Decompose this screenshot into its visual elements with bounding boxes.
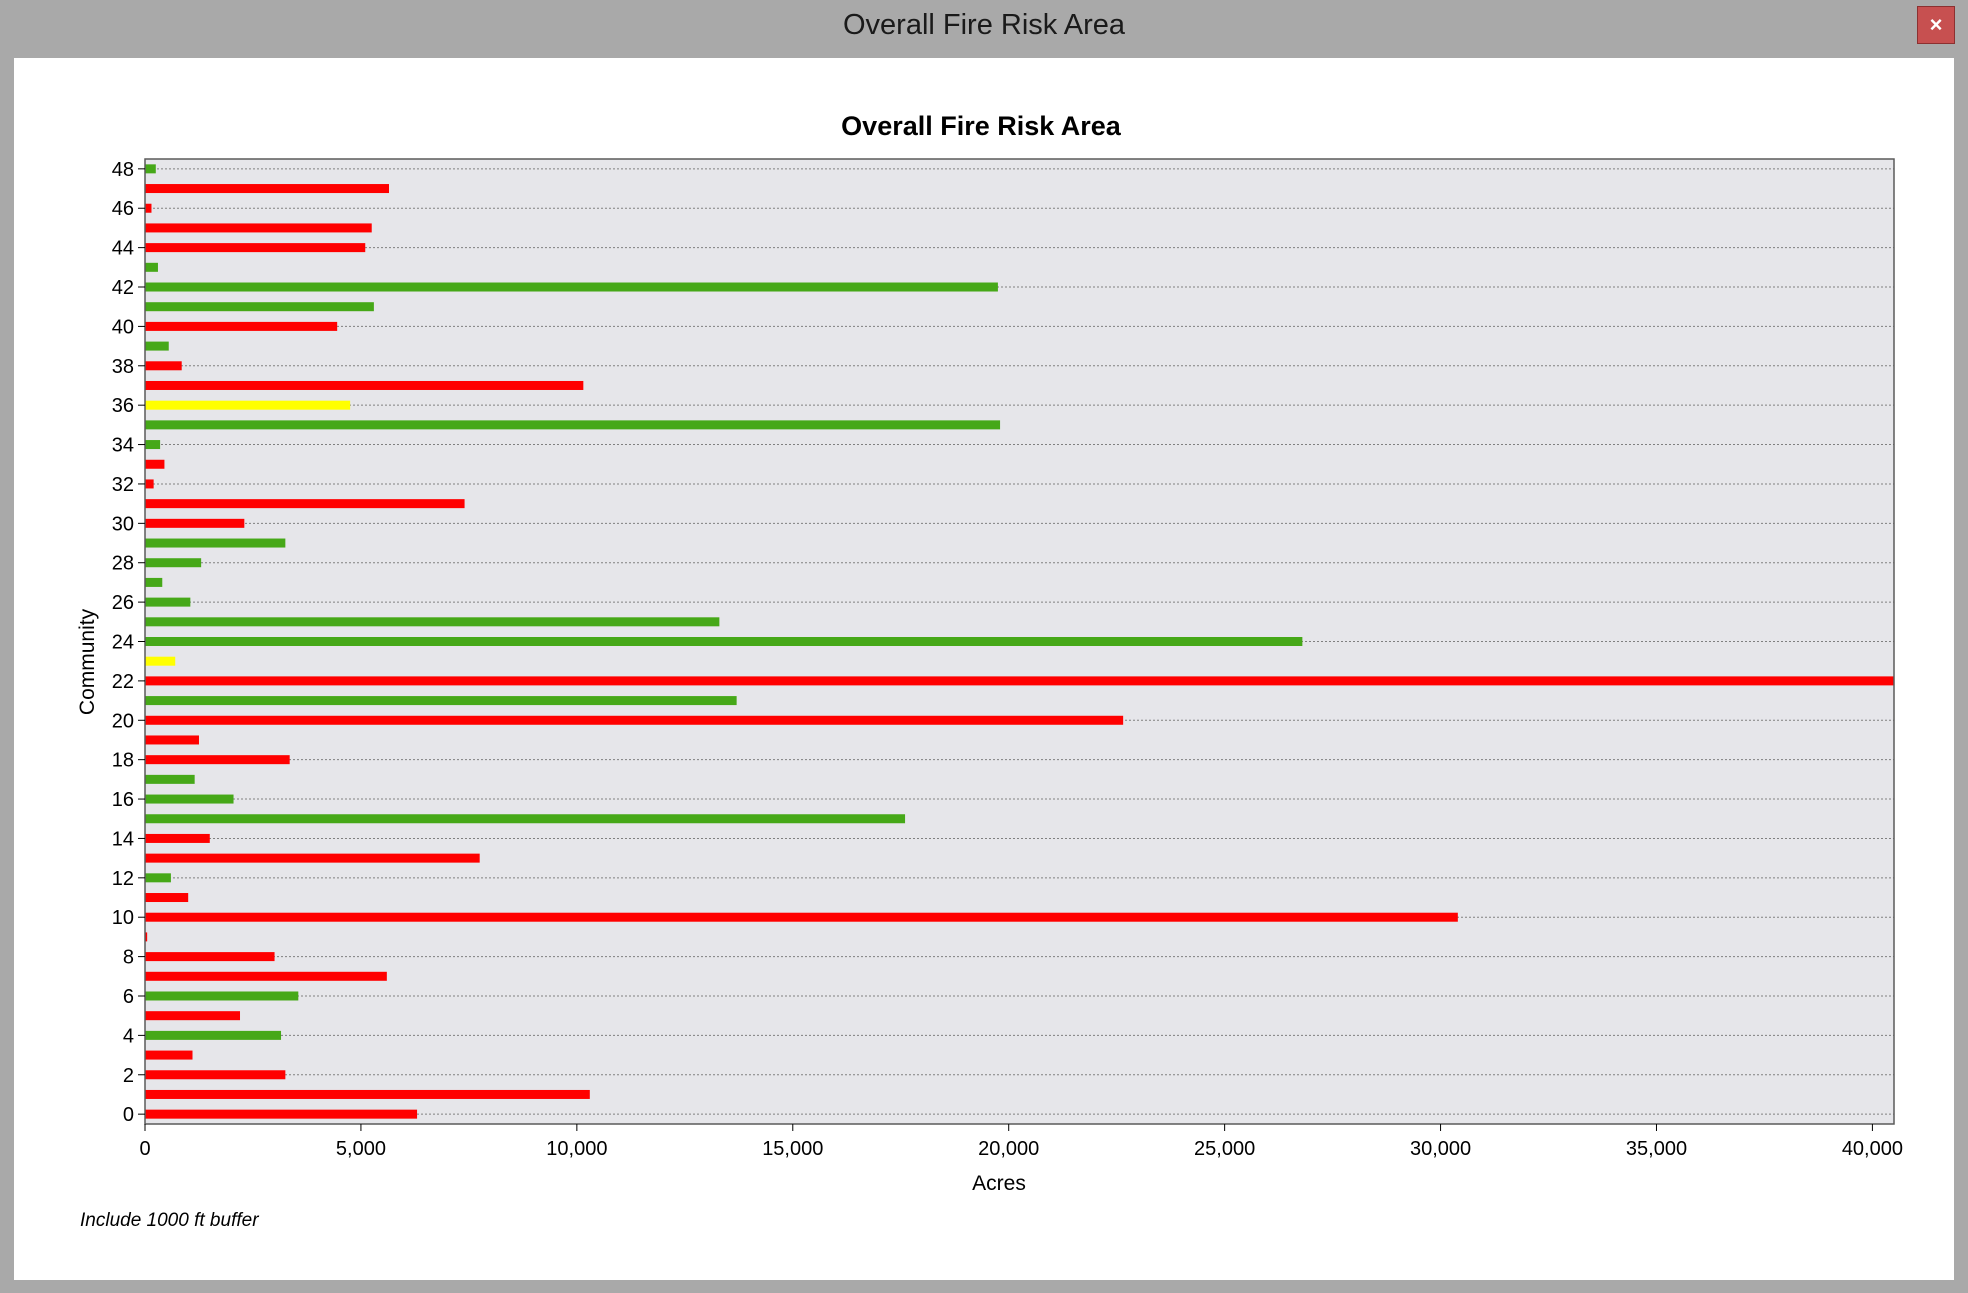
y-tick-label: 6 bbox=[123, 986, 134, 1008]
bar-community-25 bbox=[145, 617, 720, 627]
plot-area: 0246810121416182022242628303234363840424… bbox=[112, 158, 1903, 1160]
window-title: Overall Fire Risk Area bbox=[842, 9, 1125, 41]
bar-community-45 bbox=[145, 223, 372, 233]
bar-community-24 bbox=[145, 637, 1303, 646]
close-icon: × bbox=[1929, 12, 1943, 37]
bar-community-18 bbox=[145, 755, 290, 765]
bar-community-27 bbox=[145, 577, 163, 587]
close-button[interactable]: × bbox=[1917, 6, 1955, 44]
y-tick-label: 16 bbox=[112, 789, 134, 811]
bar-community-17 bbox=[145, 774, 195, 784]
bar-community-5 bbox=[145, 1011, 241, 1021]
y-tick-label: 10 bbox=[112, 907, 134, 929]
bar-chart: Overall Fire Risk Area 02468101214161820… bbox=[76, 111, 1903, 1231]
x-tick-label: 10,000 bbox=[546, 1138, 607, 1160]
bar-community-11 bbox=[145, 893, 189, 903]
bar-community-20 bbox=[145, 715, 1124, 725]
y-axis-label: Community bbox=[76, 608, 99, 715]
bar-community-48 bbox=[145, 164, 156, 174]
y-tick-label: 44 bbox=[112, 238, 134, 260]
bar-community-23 bbox=[145, 656, 176, 666]
y-tick-label: 32 bbox=[112, 474, 134, 496]
bar-community-3 bbox=[145, 1050, 193, 1060]
y-tick-label: 28 bbox=[112, 553, 134, 575]
bar-community-14 bbox=[145, 833, 210, 843]
bar-community-46 bbox=[145, 203, 152, 213]
y-tick-label: 38 bbox=[112, 356, 134, 378]
bar-community-47 bbox=[145, 184, 389, 194]
x-tick-label: 35,000 bbox=[1626, 1138, 1687, 1160]
y-tick-label: 24 bbox=[112, 632, 134, 654]
y-tick-label: 14 bbox=[112, 828, 134, 850]
bar-community-9 bbox=[145, 932, 148, 942]
bar-community-8 bbox=[145, 952, 275, 962]
y-tick-label: 22 bbox=[112, 671, 134, 693]
bar-community-42 bbox=[145, 282, 998, 292]
bar-community-34 bbox=[145, 440, 161, 450]
bar-community-33 bbox=[145, 459, 165, 469]
bar-community-38 bbox=[145, 361, 182, 371]
bar-community-16 bbox=[145, 794, 234, 804]
y-tick-label: 36 bbox=[112, 395, 134, 417]
bar-community-22 bbox=[145, 676, 1894, 686]
y-tick-label: 42 bbox=[112, 277, 134, 299]
bar-community-29 bbox=[145, 538, 286, 548]
x-tick-label: 40,000 bbox=[1842, 1138, 1903, 1160]
bar-community-40 bbox=[145, 321, 338, 331]
x-tick-label: 25,000 bbox=[1194, 1138, 1255, 1160]
bar-community-37 bbox=[145, 380, 584, 390]
y-tick-label: 46 bbox=[112, 198, 134, 220]
x-tick-label: 30,000 bbox=[1410, 1138, 1471, 1160]
bar-community-2 bbox=[145, 1070, 286, 1080]
chart-panel: Overall Fire Risk Area 0 2 4 6 8 10 12 14 16 18 20… bbox=[14, 58, 1954, 1280]
bar-community-19 bbox=[145, 735, 199, 745]
y-tick-label: 12 bbox=[112, 868, 134, 890]
bar-community-0 bbox=[145, 1109, 418, 1119]
bar-community-12 bbox=[145, 873, 171, 883]
y-tick-label: 4 bbox=[123, 1025, 134, 1047]
bar-community-43 bbox=[145, 262, 158, 272]
y-tick-label: 20 bbox=[112, 710, 134, 732]
title-bar[interactable]: Overall Fire Risk Area × bbox=[0, 0, 1968, 58]
y-tick-label: 40 bbox=[112, 316, 134, 338]
bar-community-39 bbox=[145, 341, 169, 351]
bar-community-21 bbox=[145, 696, 737, 706]
x-tick-label: 5,000 bbox=[336, 1138, 386, 1160]
y-tick-label: 8 bbox=[123, 947, 134, 969]
y-tick-label: 26 bbox=[112, 592, 134, 614]
x-tick-label: 20,000 bbox=[978, 1138, 1039, 1160]
x-tick-label: 15,000 bbox=[762, 1138, 823, 1160]
chart-title: Overall Fire Risk Area bbox=[841, 111, 1122, 141]
y-tick-label: 18 bbox=[112, 750, 134, 772]
bar-community-31 bbox=[145, 499, 465, 509]
x-tick-label: 0 bbox=[139, 1138, 150, 1160]
y-tick-label: 30 bbox=[112, 513, 134, 535]
bar-community-7 bbox=[145, 971, 387, 981]
bar-community-10 bbox=[145, 912, 1458, 922]
bar-community-35 bbox=[145, 420, 1001, 430]
bar-community-1 bbox=[145, 1089, 590, 1099]
buffer-note: Include 1000 ft buffer bbox=[80, 1210, 259, 1231]
bar-community-26 bbox=[145, 597, 191, 607]
bar-community-44 bbox=[145, 243, 366, 253]
y-tick-label: 34 bbox=[112, 435, 134, 457]
bar-community-30 bbox=[145, 518, 245, 528]
bar-community-32 bbox=[145, 479, 154, 489]
y-tick-label: 0 bbox=[123, 1104, 134, 1126]
y-tick-label: 48 bbox=[112, 159, 134, 181]
bar-community-13 bbox=[145, 853, 480, 863]
bar-community-28 bbox=[145, 558, 202, 568]
bar-community-36 bbox=[145, 400, 351, 410]
bar-community-15 bbox=[145, 814, 906, 824]
bar-community-4 bbox=[145, 1030, 282, 1040]
y-tick-label: 2 bbox=[123, 1065, 134, 1087]
x-axis-label: Acres bbox=[972, 1172, 1026, 1195]
bar-community-41 bbox=[145, 302, 374, 312]
bar-community-6 bbox=[145, 991, 299, 1001]
